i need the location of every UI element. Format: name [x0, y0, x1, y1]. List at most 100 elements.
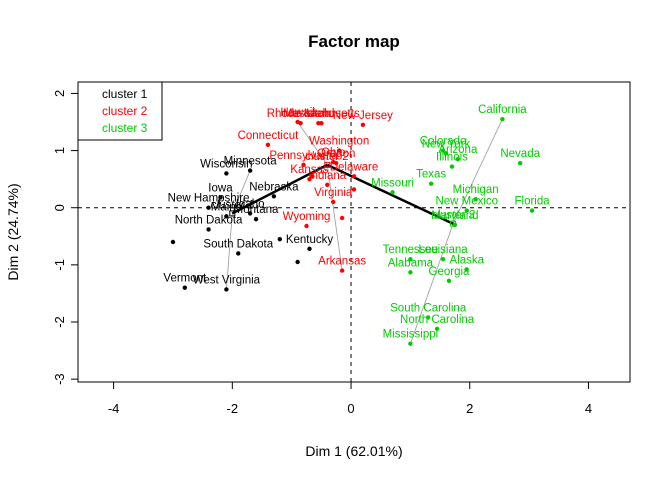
chart-title: Factor map — [308, 32, 400, 51]
data-point — [360, 122, 366, 128]
data-point — [517, 160, 523, 166]
data-point — [336, 148, 342, 153]
x-tick-label: 0 — [347, 401, 354, 416]
cluster-spoke — [297, 121, 328, 166]
data-point — [206, 205, 211, 210]
cluster-center-label: cluster 1 — [211, 199, 254, 211]
x-tick-label: 2 — [466, 401, 473, 416]
cluster-spoke — [326, 164, 343, 271]
data-point — [206, 227, 211, 232]
data-point — [224, 214, 229, 219]
point-label: Florida — [514, 196, 550, 208]
cluster-tree-link — [326, 163, 454, 225]
data-point — [464, 267, 469, 272]
data-point — [455, 156, 461, 162]
data-point — [331, 199, 336, 205]
point-label: Wyoming — [283, 211, 331, 223]
data-point — [307, 176, 312, 182]
point-label: Minnesota — [224, 156, 278, 168]
y-tick-label: -3 — [52, 373, 67, 385]
point-label: Hawaii — [280, 107, 315, 119]
y-tick-label: -2 — [52, 316, 67, 328]
data-point — [390, 190, 395, 195]
point-label: Utah — [306, 108, 330, 120]
data-point — [464, 208, 469, 213]
y-tick-label: -1 — [52, 259, 67, 271]
point-label: New Hampshire — [168, 193, 250, 205]
data-point — [428, 181, 434, 186]
point-label: Vermont — [163, 273, 207, 285]
point-label: North Carolina — [400, 314, 475, 326]
data-point — [449, 164, 455, 169]
point-label: Texas — [416, 169, 446, 181]
plot-frame — [77, 81, 631, 383]
data-point — [265, 142, 271, 148]
data-point — [443, 151, 449, 156]
point-label: Massachusetts — [283, 108, 360, 120]
point-label: Tennessee — [383, 244, 439, 256]
point-label: Colorado — [420, 136, 467, 148]
point-label: Kansas — [290, 164, 329, 176]
data-point — [440, 148, 446, 153]
point-label: Pennsylvania — [269, 150, 338, 162]
point-label: Delaware — [330, 161, 379, 173]
y-tick-label: 2 — [52, 90, 67, 97]
y-tick-label: 1 — [52, 147, 67, 154]
x-axis-title: Dim 1 (62.01%) — [305, 443, 402, 459]
data-point — [408, 270, 413, 275]
data-point — [224, 171, 229, 176]
point-label: Louisiana — [418, 244, 468, 256]
point-label: Arizona — [438, 144, 478, 156]
point-label: Michigan — [453, 184, 499, 196]
point-label: Alaska — [450, 254, 485, 266]
point-label: Arkansas — [318, 256, 366, 268]
point-label: Nebraska — [249, 181, 299, 193]
data-point — [236, 251, 241, 256]
data-point — [351, 187, 357, 192]
data-point — [253, 216, 259, 222]
y-tick-label: 0 — [52, 204, 67, 211]
data-point — [529, 208, 535, 213]
data-point — [310, 174, 315, 179]
point-label: New York — [422, 138, 471, 150]
data-point — [500, 116, 505, 122]
data-point — [434, 326, 440, 332]
data-point — [170, 239, 176, 245]
data-point — [333, 160, 339, 166]
data-point — [277, 236, 283, 242]
cluster-spoke — [231, 170, 251, 214]
point-label: Wisconsin — [200, 158, 252, 170]
data-point — [473, 196, 478, 202]
cluster-center-label: cluster 3 — [431, 210, 475, 222]
cluster-center-marker — [450, 220, 457, 227]
x-tick-label: 4 — [585, 401, 592, 416]
data-point — [307, 246, 312, 252]
data-point — [316, 120, 321, 126]
data-point — [298, 120, 303, 126]
point-label: South Dakota — [203, 238, 273, 250]
data-point — [408, 256, 413, 262]
data-point — [295, 259, 300, 265]
point-label: Nevada — [500, 148, 540, 160]
point-label: New Mexico — [435, 196, 498, 208]
data-point — [440, 256, 446, 262]
data-point — [425, 315, 431, 320]
point-label: Maine — [211, 201, 242, 213]
point-label: Rhode Island — [267, 108, 335, 120]
point-label: Mississippi — [383, 329, 439, 341]
x-tick-label: -2 — [227, 401, 239, 416]
data-point — [325, 182, 330, 188]
data-point — [247, 168, 253, 173]
legend-item: cluster 2 — [102, 104, 148, 118]
legend-box — [77, 81, 163, 141]
cluster-spoke — [225, 213, 233, 290]
data-point — [224, 287, 229, 292]
point-label: Kentucky — [286, 234, 334, 246]
data-point — [182, 285, 188, 290]
point-label: Illinois — [436, 152, 468, 164]
data-point — [408, 341, 413, 346]
point-label: Missouri — [371, 177, 414, 189]
point-label: North Dakota — [175, 214, 243, 226]
point-label: West Virginia — [193, 274, 261, 286]
